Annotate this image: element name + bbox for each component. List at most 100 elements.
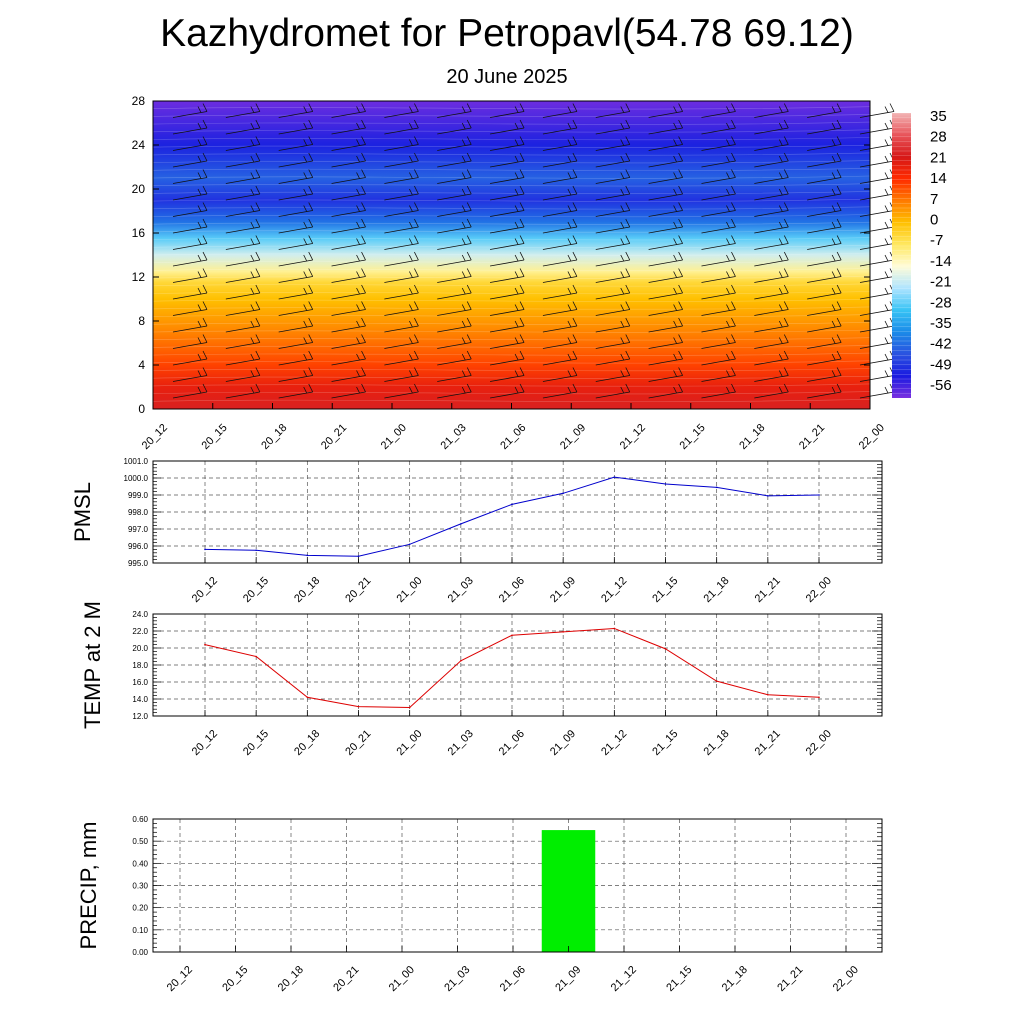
wind-barb (437, 218, 472, 234)
contour-line (152, 114, 871, 118)
y-axis-title: TEMP at 2 M (80, 601, 105, 729)
wind-barb (807, 350, 842, 366)
data-point (306, 696, 309, 699)
wind-barb (384, 103, 419, 118)
x-tick-label: 21_21 (775, 964, 805, 994)
wind-barb (701, 317, 736, 333)
data-point (664, 648, 667, 650)
wind-barb (437, 284, 472, 300)
wind-barb (701, 218, 736, 234)
colorbar-label: -35 (930, 315, 952, 332)
x-tick-label: 21_06 (497, 728, 527, 758)
wind-barb (225, 119, 261, 135)
data-point (767, 495, 769, 497)
wind-barb (331, 152, 366, 168)
wind-barb (542, 119, 578, 135)
contour-line (152, 268, 871, 272)
contour-line (152, 337, 871, 341)
data-point (664, 483, 667, 485)
contour-line (152, 360, 871, 364)
wind-barb (437, 367, 472, 382)
y-tick-label: 0 (138, 402, 145, 416)
x-tick-label: 20_15 (220, 964, 250, 994)
wind-barb (542, 383, 578, 399)
precip-bar (541, 830, 596, 952)
x-tick-label: 20_18 (292, 575, 322, 605)
data-point (511, 634, 513, 637)
colorbar-label: 35 (930, 108, 947, 125)
wind-barb (172, 103, 208, 118)
wind-barb (648, 301, 683, 316)
data-point (562, 631, 564, 633)
y-tick-label: 20 (132, 182, 146, 196)
contour-line (152, 283, 871, 287)
wind-barb (542, 202, 578, 217)
contour-line (152, 106, 871, 110)
wind-barb (384, 284, 419, 300)
contour-line (152, 306, 871, 310)
wind-barb (278, 251, 314, 267)
x-tick-label: 21_00 (387, 964, 417, 994)
y-tick-label: 4 (138, 358, 145, 372)
wind-barb (384, 268, 419, 283)
wind-barb (701, 350, 736, 366)
wind-barb (595, 235, 631, 250)
colorbar-gradient (892, 113, 911, 398)
wind-barb (754, 268, 789, 283)
y-tick-label: 22.0 (132, 627, 148, 636)
panel-frame (152, 613, 883, 717)
data-point (818, 696, 820, 699)
wind-barb (331, 383, 366, 399)
x-tick-label: 21_06 (497, 575, 527, 605)
y-tick-label: 995.0 (128, 559, 149, 568)
wind-barb (701, 103, 736, 118)
wind-barb (542, 268, 578, 283)
wind-barb (595, 367, 631, 382)
wind-barb (701, 119, 736, 135)
data-point (204, 643, 206, 646)
x-tick-label: 22_00 (804, 575, 834, 605)
wind-barb (225, 251, 261, 267)
wind-barb (278, 317, 314, 333)
wind-barb (754, 136, 789, 151)
wind-barb (595, 152, 631, 168)
wind-barb (490, 317, 525, 333)
contour-line (152, 168, 871, 171)
wind-barb (384, 367, 419, 382)
x-tick-label: 21_03 (442, 964, 472, 994)
wind-barb (225, 367, 261, 382)
wind-barb (648, 367, 683, 382)
wind-barb (648, 235, 683, 250)
x-tick-label: 21_15 (650, 728, 680, 758)
x-tick-label: 21_18 (720, 964, 750, 994)
wind-barb (384, 301, 419, 316)
x-tick-label: 20_18 (292, 728, 322, 758)
wind-barb (754, 334, 789, 349)
wind-barb (490, 251, 525, 267)
wind-barb (437, 235, 472, 250)
wind-barb (595, 218, 631, 234)
wind-barb (648, 317, 683, 333)
wind-barb (331, 185, 366, 201)
data-point (408, 543, 411, 546)
contour-line (152, 175, 871, 179)
wind-barb (278, 185, 314, 201)
contour-line (152, 183, 871, 187)
wind-barb (542, 185, 578, 201)
wind-barb (807, 383, 842, 399)
data-point (511, 503, 513, 506)
wind-barb (595, 251, 631, 267)
colorbar-label: -56 (930, 377, 952, 394)
x-tick-label: 21_15 (664, 964, 694, 994)
pmsl-panel: 995.0 996.0 997.0 998.0 999.0 1000.0 1001.0 20_… (70, 457, 883, 605)
contour-line (152, 137, 871, 141)
wind-barb (172, 251, 208, 267)
colorbar-label: -7 (930, 232, 943, 249)
wind-barb (595, 350, 631, 366)
contour-line (152, 275, 871, 279)
wind-barb (278, 218, 314, 234)
data-point (460, 523, 462, 525)
wind-barb (437, 202, 472, 217)
contour-line (152, 291, 871, 295)
